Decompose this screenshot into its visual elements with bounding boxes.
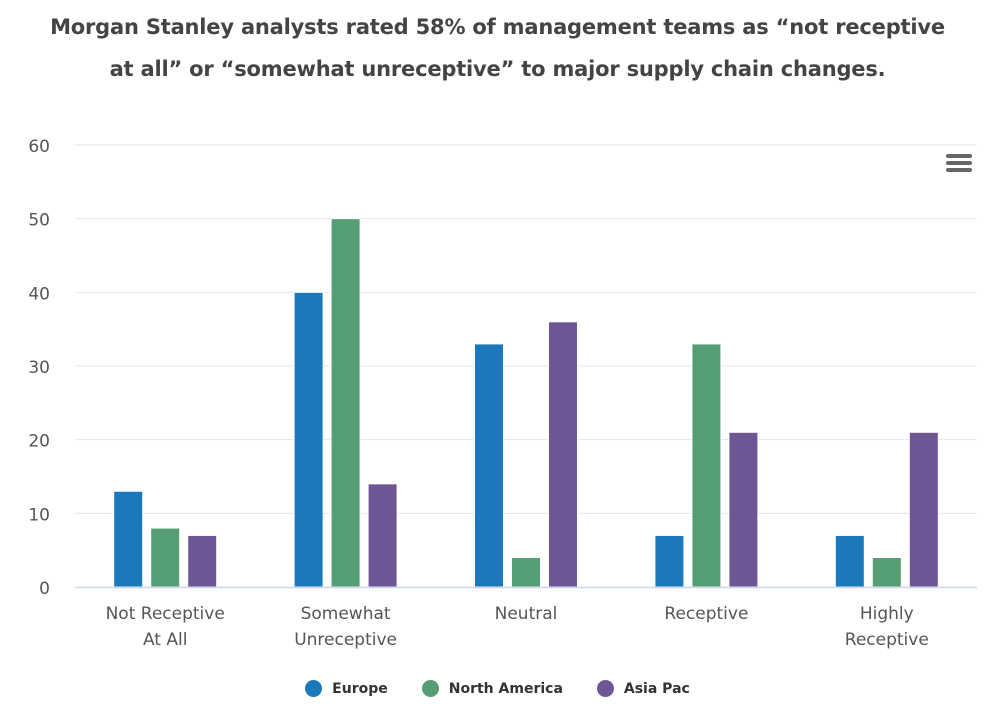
y-tick-label: 50 (28, 211, 50, 231)
chart-title-line-2: at all” or “somewhat unreceptive” to maj… (109, 57, 886, 81)
hamburger-menu-icon (946, 154, 972, 158)
legend-label: North America (448, 680, 563, 697)
bar-europe[interactable] (654, 534, 685, 588)
bar-asia-pac[interactable] (187, 534, 218, 588)
bar-asia-pac[interactable] (367, 483, 398, 588)
legend-item-north-america[interactable]: North America (421, 680, 563, 697)
chart-title: Morgan Stanley analysts rated 58% of man… (0, 6, 995, 90)
y-axis: 0 10 20 30 40 50 60 (28, 137, 50, 599)
legend-dot-icon (596, 680, 614, 697)
x-tick-label: Receptive (664, 604, 748, 624)
x-axis: Not Receptive At All Somewhat Unreceptive Ne… (75, 586, 977, 650)
x-tick-label: Receptive (845, 630, 929, 650)
legend-dot-icon (421, 680, 439, 697)
y-tick-label: 0 (39, 579, 50, 599)
x-tick-label: Unreceptive (294, 630, 397, 650)
x-tick-label: Neutral (495, 604, 558, 624)
legend-item-asia-pac[interactable]: Asia Pac (596, 680, 690, 697)
bar-asia-pac[interactable] (908, 431, 939, 588)
x-tick-label: Not Receptive (106, 604, 225, 624)
x-tick-label: Highly (860, 604, 914, 624)
bar-europe[interactable] (474, 343, 504, 588)
bar-europe[interactable] (293, 291, 324, 588)
chart-title-line-1: Morgan Stanley analysts rated 58% of man… (50, 15, 945, 39)
bar-north-america[interactable] (330, 218, 361, 588)
y-tick-label: 40 (28, 284, 50, 304)
legend-dot-icon (305, 680, 323, 697)
bar-asia-pac[interactable] (728, 431, 759, 588)
bar-north-america[interactable] (691, 343, 722, 588)
y-tick-label: 20 (28, 432, 50, 452)
bar-north-america[interactable] (511, 557, 541, 588)
legend-label: Europe (332, 680, 388, 697)
bar-north-america[interactable] (150, 527, 181, 588)
y-tick-label: 30 (28, 358, 50, 378)
x-tick-label: Somewhat (301, 604, 391, 624)
legend-label: Asia Pac (623, 680, 690, 697)
bar-asia-pac[interactable] (548, 321, 578, 588)
y-tick-label: 10 (28, 505, 50, 525)
bars (113, 218, 939, 588)
legend: Europe North America Asia Pac (0, 680, 995, 697)
bar-north-america[interactable] (871, 557, 902, 588)
x-tick-label: At All (143, 630, 187, 650)
chart-menu-button[interactable] (946, 154, 974, 176)
bar-europe[interactable] (834, 534, 865, 588)
bar-europe[interactable] (113, 490, 144, 588)
y-tick-label: 60 (28, 137, 50, 157)
gridlines (75, 144, 977, 514)
legend-item-europe[interactable]: Europe (305, 680, 388, 697)
